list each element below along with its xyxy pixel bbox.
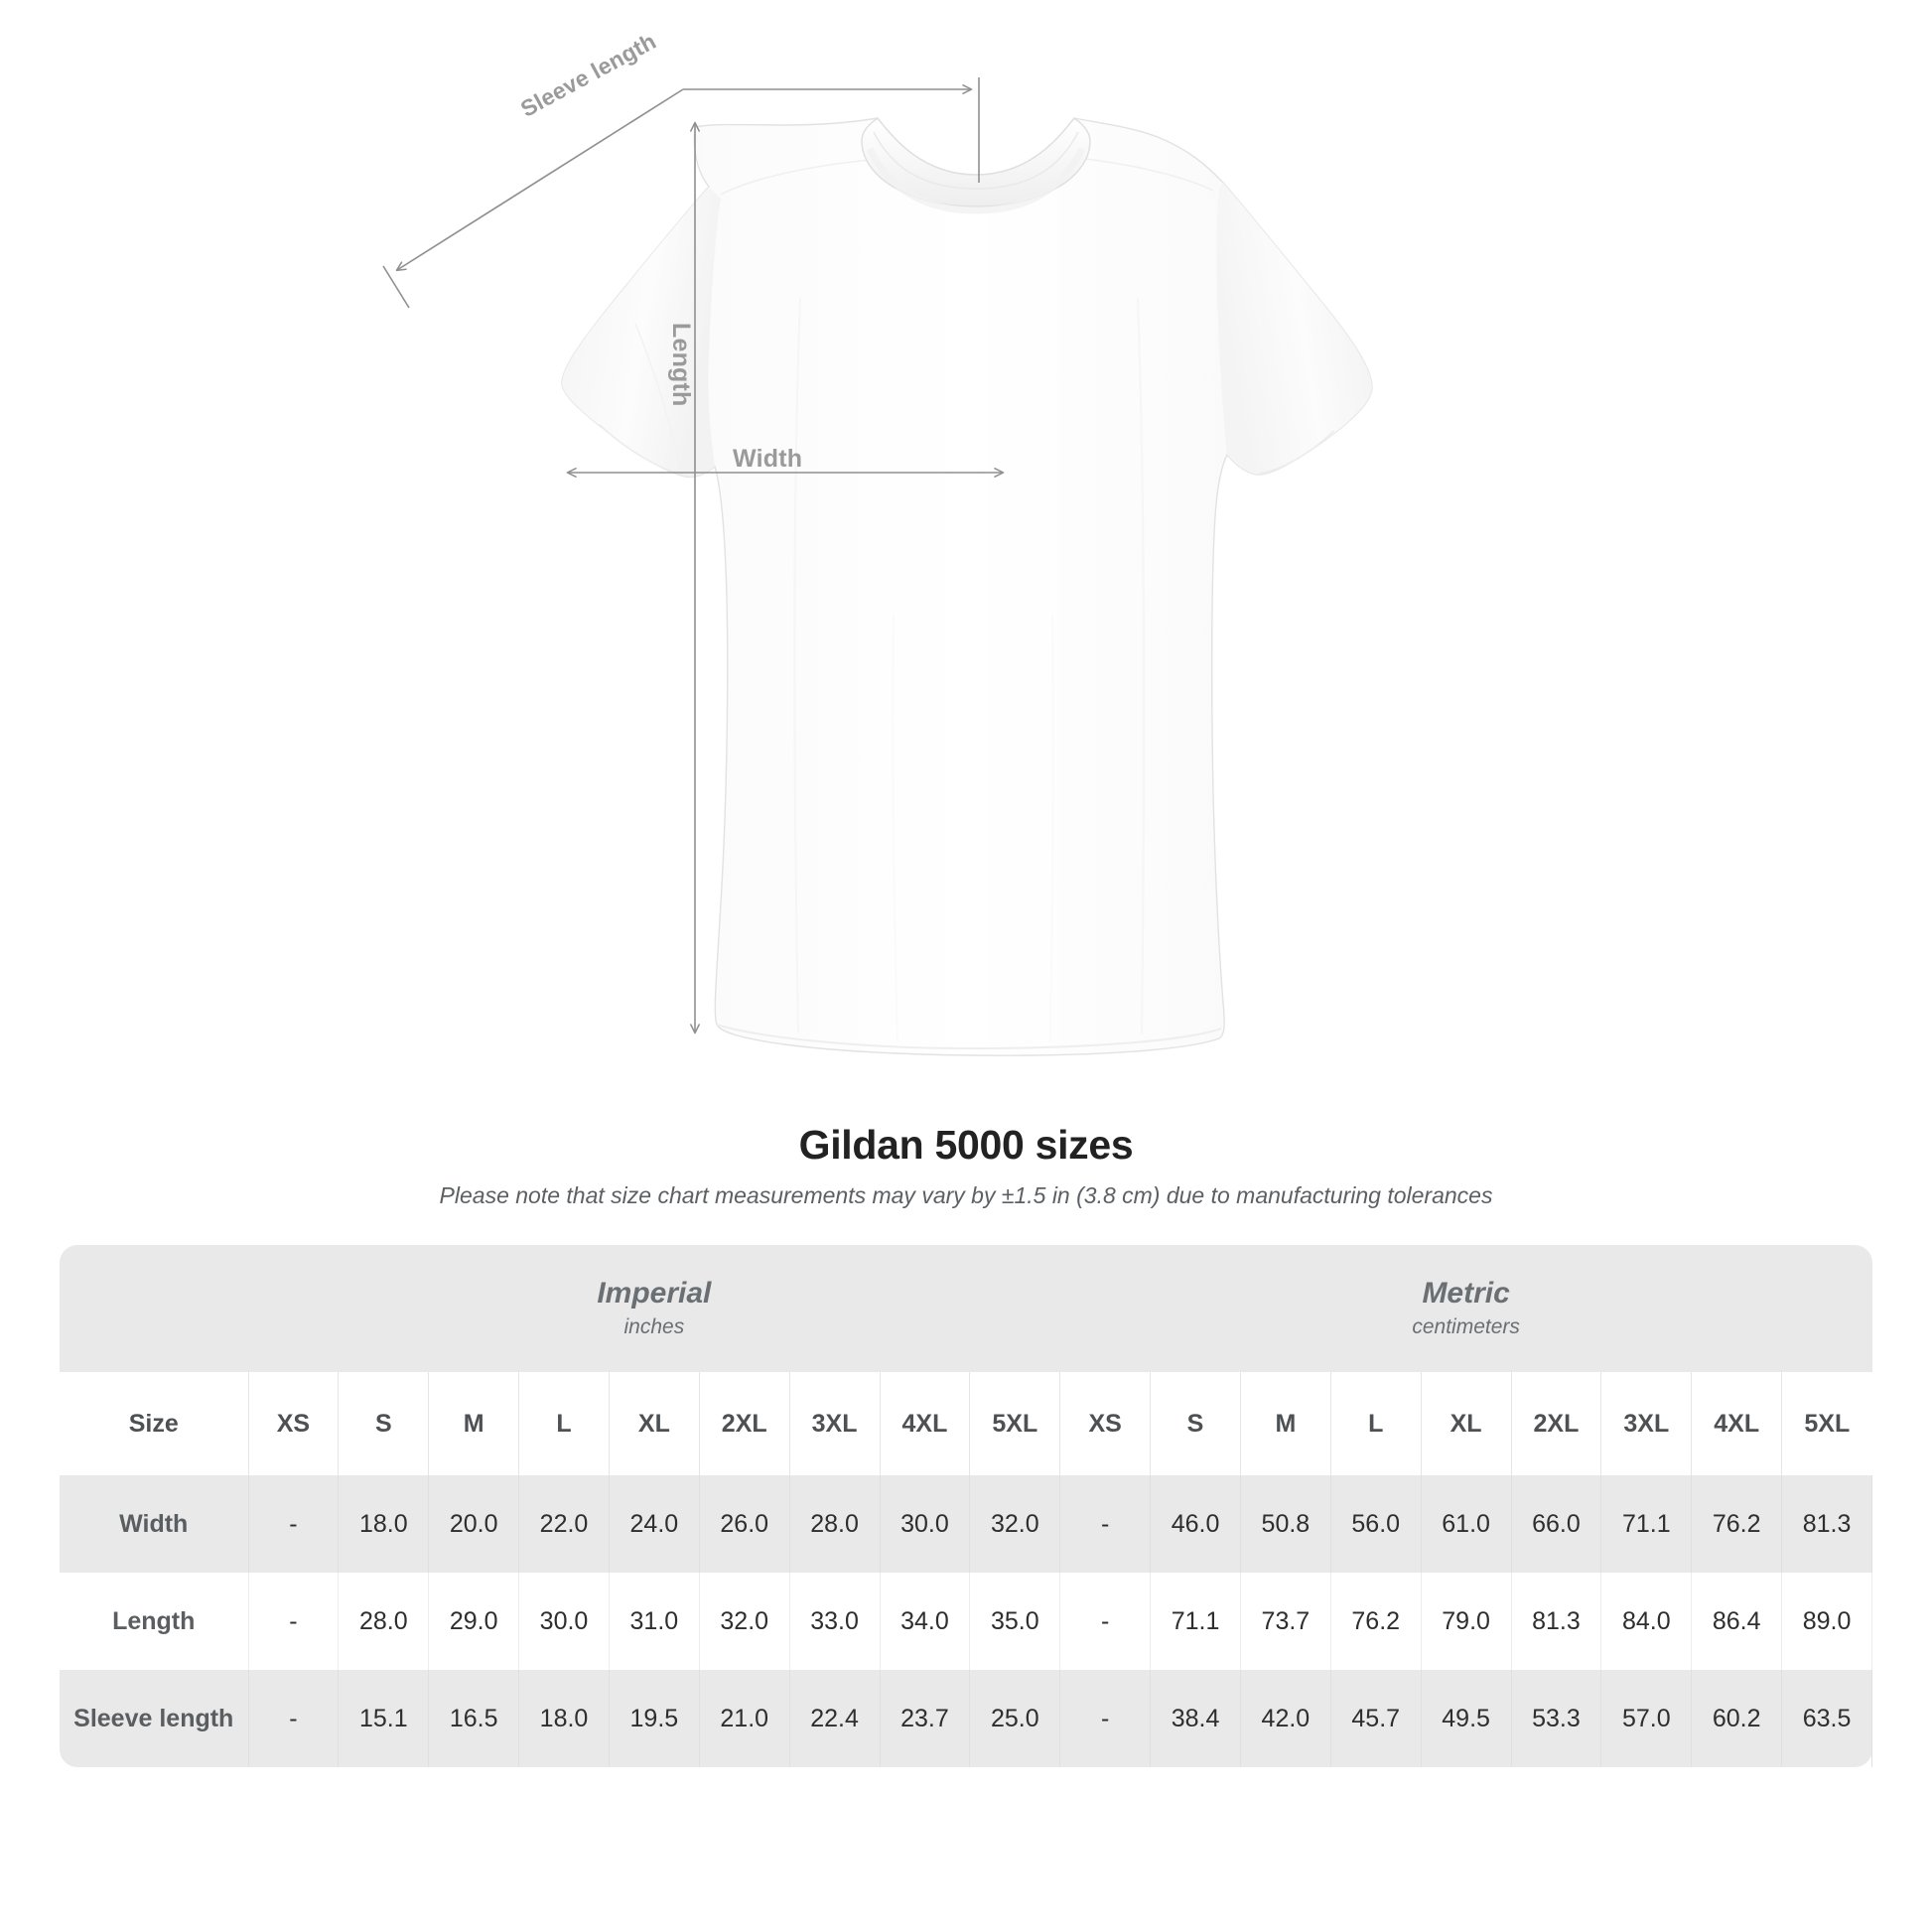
size-header-cell: 2XL [1511, 1372, 1602, 1475]
table-cell: 18.0 [518, 1670, 610, 1767]
table-cell: - [1059, 1670, 1152, 1767]
table-cell: 22.0 [518, 1475, 610, 1573]
table-cell: 61.0 [1421, 1475, 1512, 1573]
table-cell: 60.2 [1691, 1670, 1783, 1767]
size-header-cell: S [338, 1372, 430, 1475]
table-cell: 35.0 [969, 1573, 1061, 1670]
table-cell: 31.0 [609, 1573, 700, 1670]
table-cell: 50.8 [1240, 1475, 1331, 1573]
table-cell: - [248, 1670, 340, 1767]
table-cell: 25.0 [969, 1670, 1061, 1767]
table-cell: 24.0 [609, 1475, 700, 1573]
table-cell: 18.0 [338, 1475, 430, 1573]
unit-sub-metric: centimeters [1412, 1315, 1520, 1338]
row-header-cell: Width [60, 1475, 249, 1573]
tshirt-diagram: Sleeve length Length Width [382, 28, 1373, 1056]
tshirt-shape [561, 116, 1373, 1056]
table-cell: 22.4 [789, 1670, 881, 1767]
table-cell: 38.4 [1150, 1670, 1241, 1767]
size-header-cell: XL [609, 1372, 700, 1475]
table-cell: 57.0 [1600, 1670, 1693, 1767]
table-row: Length -28.0 29.0 30.0 31.0 32.0 33.0 34.0 35.0-… [60, 1573, 1872, 1670]
table-cell: 76.2 [1691, 1475, 1783, 1573]
unit-name-metric: Metric [1422, 1276, 1510, 1310]
table-row: Width -18.0 20.0 22.0 24.0 26.0 28.0 30.0 32.0-4… [60, 1475, 1872, 1573]
table-cell: 71.1 [1150, 1573, 1241, 1670]
table-cell: - [1059, 1573, 1152, 1670]
row-header-cell: Sleeve length [60, 1670, 249, 1767]
table-cell: 30.0 [518, 1573, 610, 1670]
table-cell: 56.0 [1330, 1475, 1422, 1573]
table-cell: 73.7 [1240, 1573, 1331, 1670]
sleeve-length-dimension [382, 77, 980, 309]
size-header-cell: XL [1421, 1372, 1512, 1475]
unit-name-imperial: Imperial [597, 1276, 712, 1310]
size-header-cell: 5XL [969, 1372, 1061, 1475]
table-cell: 66.0 [1511, 1475, 1602, 1573]
size-header-cell: XS [1059, 1372, 1152, 1475]
unit-sub-imperial: inches [623, 1315, 685, 1338]
unit-corner-cell [60, 1245, 248, 1372]
size-header-cell: 3XL [1600, 1372, 1693, 1475]
title-block: Gildan 5000 sizes Please note that size … [0, 1122, 1932, 1209]
page-title: Gildan 5000 sizes [798, 1122, 1134, 1168]
table-cell: 20.0 [428, 1475, 520, 1573]
table-cell: 42.0 [1240, 1670, 1331, 1767]
width-label: Width [733, 445, 803, 473]
table-cell: 29.0 [428, 1573, 520, 1670]
tolerance-note: Please note that size chart measurements… [439, 1182, 1493, 1208]
table-cell: 30.0 [880, 1475, 971, 1573]
table-cell: 15.1 [338, 1670, 430, 1767]
table-cell: 33.0 [789, 1573, 881, 1670]
table-cell: - [248, 1475, 340, 1573]
table-cell: 53.3 [1511, 1670, 1602, 1767]
tshirt-illustration [382, 77, 1373, 1056]
table-cell: 26.0 [699, 1475, 790, 1573]
size-header-cell: M [1240, 1372, 1331, 1475]
table-cell: 34.0 [880, 1573, 971, 1670]
size-chart-table-wrap: Imperial inches Metric centimeters Size … [60, 1245, 1872, 1767]
table-cell: 21.0 [699, 1670, 790, 1767]
table-cell: 32.0 [699, 1573, 790, 1670]
size-header-cell: 3XL [789, 1372, 881, 1475]
table-cell: 63.5 [1781, 1670, 1872, 1767]
table-cell: - [1059, 1475, 1152, 1573]
table-cell: 89.0 [1781, 1573, 1872, 1670]
row-header-cell: Length [60, 1573, 249, 1670]
unit-group-metric: Metric centimeters [1059, 1245, 1872, 1372]
size-header-cell: M [428, 1372, 520, 1475]
table-cell: 46.0 [1150, 1475, 1241, 1573]
size-header-cell: XS [248, 1372, 340, 1475]
size-header-cell: L [1330, 1372, 1422, 1475]
table-cell: 81.3 [1781, 1475, 1872, 1573]
table-cell: 28.0 [338, 1573, 430, 1670]
size-header-cell: 4XL [1691, 1372, 1783, 1475]
table-cell: 86.4 [1691, 1573, 1783, 1670]
table-cell: 45.7 [1330, 1670, 1422, 1767]
table-cell: 76.2 [1330, 1573, 1422, 1670]
table-row: Sleeve length -15.1 16.5 18.0 19.5 21.0 22.4 23… [60, 1670, 1872, 1767]
size-chart-table: Imperial inches Metric centimeters Size … [60, 1245, 1872, 1767]
table-cell: 19.5 [609, 1670, 700, 1767]
table-cell: 16.5 [428, 1670, 520, 1767]
table-cell: 71.1 [1600, 1475, 1693, 1573]
table-cell: 79.0 [1421, 1573, 1512, 1670]
table-cell: 23.7 [880, 1670, 971, 1767]
length-label: Length [667, 323, 695, 407]
unit-group-row: Imperial inches Metric centimeters [60, 1245, 1872, 1372]
size-header-cell: 4XL [880, 1372, 971, 1475]
size-header-label: Size [60, 1372, 249, 1475]
table-cell: - [248, 1573, 340, 1670]
table-cell: 32.0 [969, 1475, 1061, 1573]
size-header-cell: L [518, 1372, 610, 1475]
size-header-cell: 2XL [699, 1372, 790, 1475]
unit-group-imperial: Imperial inches [248, 1245, 1060, 1372]
table-cell: 84.0 [1600, 1573, 1693, 1670]
table-cell: 49.5 [1421, 1670, 1512, 1767]
table-cell: 28.0 [789, 1475, 881, 1573]
table-cell: 81.3 [1511, 1573, 1602, 1670]
size-header-cell: 5XL [1781, 1372, 1872, 1475]
size-header-cell: S [1150, 1372, 1241, 1475]
size-header-row: Size XS S M L XL 2XL 3XL 4XL 5XL XS S M L XL 2XL 3XL 4XL… [60, 1372, 1872, 1475]
